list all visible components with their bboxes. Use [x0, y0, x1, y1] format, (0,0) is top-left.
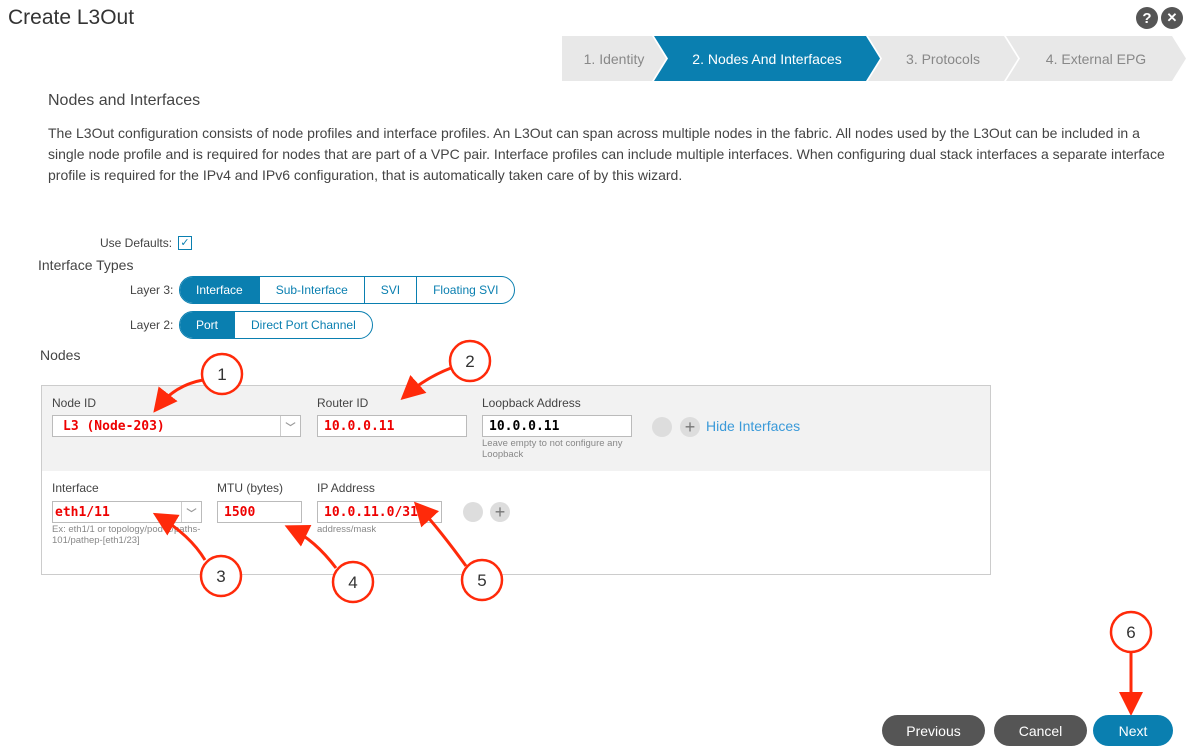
close-icon[interactable]: ✕	[1161, 7, 1183, 29]
ip-address-input[interactable]: 10.0.11.0/31	[317, 501, 442, 523]
annotation-arrow-5	[413, 501, 468, 567]
layer3-svi[interactable]: SVI	[363, 277, 416, 303]
loopback-hint: Leave empty to not configure any Loopbac…	[482, 438, 623, 460]
annotation-number: 6	[1126, 623, 1135, 642]
loopback-label: Loopback Address	[482, 396, 581, 410]
layer3-sub-interface[interactable]: Sub-Interface	[258, 277, 364, 303]
layer2-port[interactable]: Port	[180, 312, 235, 338]
delete-node-icon[interactable]	[652, 417, 672, 437]
router-id-label: Router ID	[317, 396, 369, 410]
ip-address-label: IP Address	[317, 481, 375, 495]
annotation-number: 2	[465, 352, 474, 371]
layer2-label: Layer 2:	[130, 318, 174, 332]
step-external-epg[interactable]: 4. External EPG	[1006, 36, 1186, 81]
annotation-circle-4	[331, 560, 375, 604]
annotation-number: 4	[348, 573, 357, 592]
add-node-icon[interactable]: +	[680, 417, 700, 437]
layer2-segmented: Port Direct Port Channel	[179, 311, 373, 339]
previous-button[interactable]: Previous	[882, 715, 985, 746]
node-id-label: Node ID	[52, 396, 97, 410]
ip-hint: address/mask	[317, 524, 377, 535]
description: The L3Out configuration consists of node…	[48, 125, 1165, 183]
router-id-input[interactable]: 10.0.0.11	[317, 415, 467, 437]
wizard-steps: 1. Identity 2. Nodes And Interfaces 3. P…	[562, 36, 1186, 81]
annotation-arrow-1	[153, 378, 204, 413]
section-title: Nodes and Interfaces	[48, 92, 201, 109]
add-interface-icon[interactable]: +	[490, 502, 510, 522]
hide-interfaces-link[interactable]: Hide Interfaces	[706, 418, 801, 434]
node-id-value: L3 (Node-203)	[63, 418, 165, 434]
layer3-segmented: Interface Sub-Interface SVI Floating SVI	[179, 276, 516, 304]
annotation-arrow-3	[152, 512, 207, 561]
annotation-circle-1	[200, 352, 244, 396]
use-defaults-checkbox[interactable]: ✓	[178, 236, 192, 250]
step-identity[interactable]: 1. Identity	[562, 36, 666, 81]
node-id-select[interactable]: L3 (Node-203) ﹀	[52, 415, 301, 437]
layer2-direct-port-channel[interactable]: Direct Port Channel	[234, 312, 372, 338]
chevron-down-icon: ﹀	[181, 502, 201, 522]
mtu-label: MTU (bytes)	[217, 481, 283, 495]
chevron-down-icon: ﹀	[280, 416, 300, 436]
step-nodes-interfaces[interactable]: 2. Nodes And Interfaces	[654, 36, 880, 81]
layer3-interface[interactable]: Interface	[180, 277, 259, 303]
layer3-floating-svi[interactable]: Floating SVI	[416, 277, 514, 303]
annotation-number: 1	[217, 365, 226, 384]
annotation-number: 5	[477, 571, 486, 590]
use-defaults-label: Use Defaults:	[100, 236, 173, 250]
annotation-circle-2	[448, 339, 492, 383]
dialog-title: Create L3Out	[8, 6, 135, 29]
annotation-circle-5	[460, 558, 504, 602]
annotation-arrow-2	[400, 366, 452, 401]
interface-label: Interface	[52, 481, 99, 495]
interface-types-heading: Interface Types	[38, 257, 134, 273]
annotation-number: 3	[216, 567, 225, 586]
cancel-button[interactable]: Cancel	[994, 715, 1087, 746]
annotation-circle-6	[1109, 610, 1153, 654]
step-protocols[interactable]: 3. Protocols	[868, 36, 1018, 81]
next-button[interactable]: Next	[1093, 715, 1173, 746]
nodes-panel: Node ID L3 (Node-203) ﹀ Router ID 10.0.0.…	[41, 385, 991, 575]
interface-value: eth1/11	[55, 504, 110, 520]
mtu-input[interactable]: 1500	[217, 501, 302, 523]
loopback-input[interactable]: 10.0.0.11	[482, 415, 632, 437]
nodes-heading: Nodes	[40, 347, 81, 363]
annotation-circle-3	[199, 554, 243, 598]
interface-hint: Ex: eth1/1 or topology/pod-1/paths-101/p…	[52, 524, 201, 546]
layer3-label: Layer 3:	[130, 283, 174, 297]
annotation-arrow-4	[284, 524, 338, 569]
help-icon[interactable]: ?	[1136, 7, 1158, 29]
delete-interface-icon[interactable]	[463, 502, 483, 522]
